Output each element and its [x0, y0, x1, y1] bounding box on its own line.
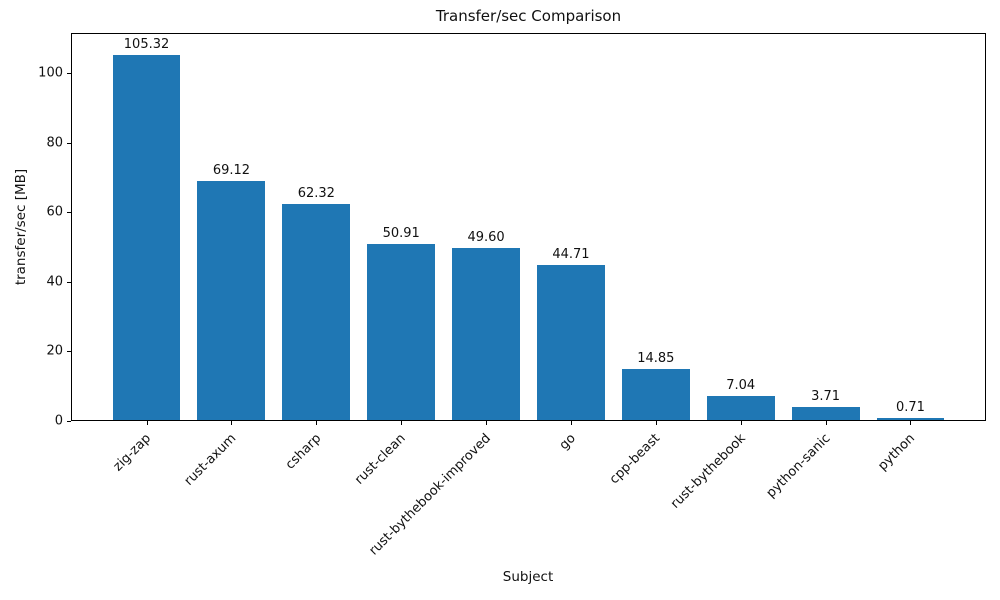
bar-rust-axum [197, 180, 266, 420]
bar-value-label: 69.12 [212, 162, 251, 178]
x-tick-label: rust-axum [181, 431, 240, 489]
x-tick-mark [486, 421, 488, 425]
x-tick-label: go [556, 431, 579, 454]
x-tick-label: csharp [282, 431, 324, 473]
bar-go [536, 265, 605, 420]
y-tick-label: 100 [38, 65, 63, 81]
x-tick-label: zig-zap [110, 431, 155, 475]
bar-value-label: 3.71 [811, 389, 841, 405]
y-tick-mark [67, 421, 71, 422]
x-axis-label: Subject [502, 569, 554, 585]
bar-python-sanic [791, 407, 860, 420]
bar-python [876, 417, 945, 420]
y-tick-label: 40 [46, 274, 63, 290]
bar-value-label: 105.32 [123, 37, 170, 53]
bar-value-label: 50.91 [382, 225, 420, 241]
bar-rust-bythebook [706, 395, 775, 420]
x-tick-mark [401, 421, 403, 425]
bar-value-label: 44.71 [552, 247, 590, 263]
x-tick-label: rust-clean [352, 431, 409, 488]
x-tick-mark [655, 421, 657, 425]
x-tick-mark [825, 421, 827, 425]
bar-value-label: 62.32 [297, 186, 335, 202]
y-tick-label: 60 [46, 204, 63, 220]
y-tick-mark [67, 73, 71, 75]
y-tick-mark [67, 212, 71, 214]
x-tick-label: rust-bythebook [667, 431, 749, 512]
bar-rust-clean [367, 243, 436, 420]
y-tick-label: 20 [46, 343, 63, 359]
x-tick-mark [316, 421, 318, 425]
y-tick-label: 0 [54, 413, 63, 429]
y-tick-mark [67, 142, 71, 144]
x-tick-label: cpp-beast [607, 431, 664, 488]
x-tick-mark [570, 421, 572, 425]
y-axis-label: transfer/sec [MB] [13, 168, 29, 286]
bar-value-label: 49.60 [467, 230, 505, 246]
x-tick-mark [910, 421, 912, 425]
y-tick-label: 80 [46, 135, 63, 151]
x-tick-mark [740, 421, 742, 425]
plot-area [71, 33, 986, 421]
bar-csharp [282, 204, 351, 420]
y-tick-mark [67, 351, 71, 353]
bar-value-label: 7.04 [726, 377, 756, 393]
x-tick-label: python [875, 431, 919, 474]
chart-title: Transfer/sec Comparison [435, 7, 622, 25]
bar-cpp-beast [621, 368, 690, 420]
bar-value-label: 0.71 [895, 399, 925, 415]
bar-rust-bythebook-improved [452, 248, 520, 420]
y-tick-mark [67, 281, 71, 283]
x-tick-mark [231, 421, 233, 425]
x-tick-label: python-sanic [763, 431, 834, 501]
bar-zig-zap [112, 55, 181, 420]
bar-value-label: 14.85 [637, 350, 675, 366]
x-tick-mark [146, 421, 148, 425]
